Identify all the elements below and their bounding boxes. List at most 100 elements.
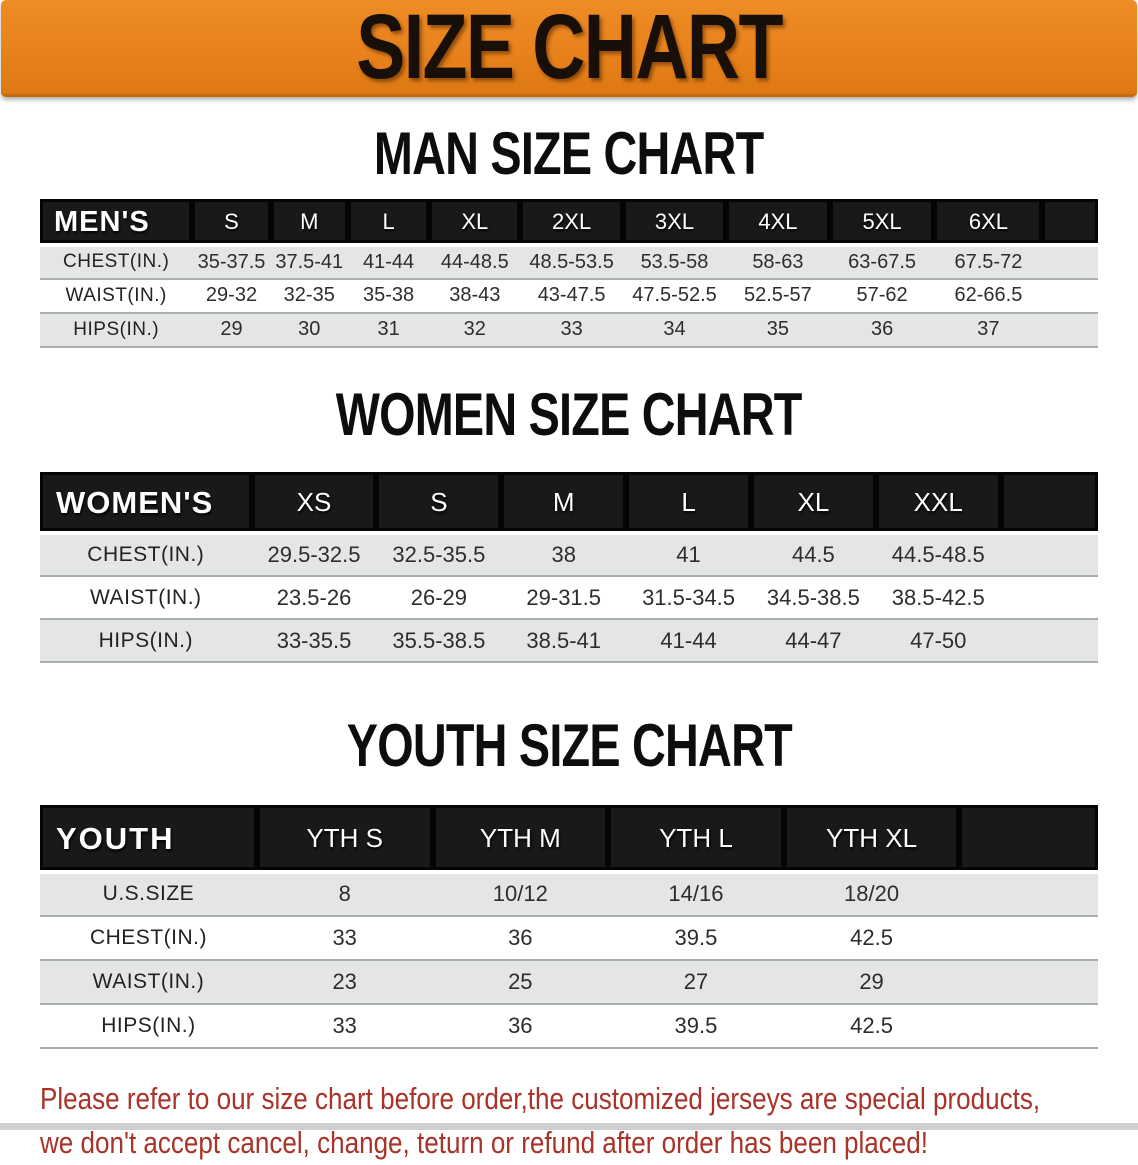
table-row: U.S.SIZE 8 10/12 14/16 18/20 — [40, 871, 1098, 917]
women-size-chart-heading-text: WOMEN SIZE CHART — [336, 380, 803, 448]
cell-value: 42.5 — [783, 915, 960, 961]
cell-value: 30 — [270, 312, 348, 348]
column-header: XXL — [875, 471, 1001, 535]
cell-value: 58-63 — [726, 244, 830, 280]
row-label: CHEST(IN.) — [40, 533, 252, 577]
cell-value: 44.5-48.5 — [875, 533, 1001, 577]
column-header: YTH M — [432, 805, 609, 874]
cell-value: 38-43 — [429, 278, 521, 314]
cell-value: 33 — [256, 915, 433, 961]
cell-value: 43-47.5 — [520, 278, 623, 314]
column-header: 5XL — [829, 199, 935, 247]
man-size-table-header-row: MEN'S S M L XL 2XL 3XL 4XL 5XL 6XL — [40, 199, 1098, 247]
cell-value: 8 — [256, 871, 433, 917]
cell-value: 18/20 — [783, 871, 960, 917]
cell-value: 35-38 — [347, 278, 430, 314]
cell-value: 47.5-52.5 — [622, 278, 727, 314]
column-header: 3XL — [622, 199, 727, 247]
column-header: 4XL — [726, 199, 830, 247]
cell-value: 33-35.5 — [251, 619, 377, 663]
cell-value: 35-37.5 — [192, 244, 271, 280]
header-filler — [1042, 199, 1098, 247]
corner-label: MEN'S — [40, 199, 193, 247]
column-header: YTH XL — [783, 805, 960, 874]
bottom-strip — [0, 1123, 1138, 1130]
cell-value: 36 — [432, 915, 609, 961]
cell-value: 23 — [256, 959, 433, 1005]
cell-value: 41-44 — [347, 244, 430, 280]
cell-value: 32-35 — [270, 278, 348, 314]
cell-value: 29.5-32.5 — [251, 533, 377, 577]
youth-size-chart-heading: YOUTH SIZE CHART — [0, 715, 1138, 777]
banner-title: SIZE CHART — [356, 0, 783, 98]
cell-value: 29 — [783, 959, 960, 1005]
row-label: CHEST(IN.) — [40, 244, 193, 280]
man-size-table: MEN'S S M L XL 2XL 3XL 4XL 5XL 6XL CHEST(IN.) 35-3… — [40, 199, 1098, 348]
cell-value: 35.5-38.5 — [376, 619, 502, 663]
column-header: M — [501, 471, 627, 535]
cell-value: 57-62 — [829, 278, 935, 314]
cell-value: 41 — [626, 533, 751, 577]
cell-value: 23.5-26 — [251, 576, 377, 620]
corner-label: YOUTH — [40, 805, 257, 874]
row-filler — [959, 959, 1098, 1005]
cell-value: 38.5-41 — [501, 619, 627, 663]
cell-value: 31 — [347, 312, 430, 348]
cell-value: 44-47 — [750, 619, 876, 663]
cell-value: 31.5-34.5 — [626, 576, 751, 620]
row-filler — [1042, 278, 1098, 314]
youth-size-chart-heading-text: YOUTH SIZE CHART — [346, 712, 792, 779]
women-size-table: WOMEN'S XS S M L XL XXL CHEST(IN.) 29.5-32.5 32.… — [40, 471, 1098, 663]
cell-value: 37.5-41 — [270, 244, 348, 280]
row-label: WAIST(IN.) — [40, 959, 257, 1005]
cell-value: 39.5 — [608, 1003, 784, 1049]
youth-size-table-header-row: YOUTH YTH S YTH M YTH L YTH XL — [40, 805, 1098, 874]
cell-value: 32.5-35.5 — [376, 533, 502, 577]
table-row: HIPS(IN.) 33 36 39.5 42.5 — [40, 1003, 1098, 1049]
cell-value: 33 — [256, 1003, 433, 1049]
cell-value: 63-67.5 — [829, 244, 935, 280]
man-size-chart-heading: MAN SIZE CHART — [0, 123, 1138, 185]
row-label: HIPS(IN.) — [40, 312, 193, 348]
cell-value: 33 — [520, 312, 623, 348]
table-row: CHEST(IN.) 33 36 39.5 42.5 — [40, 915, 1098, 961]
row-label: WAIST(IN.) — [40, 278, 193, 314]
disclaimer-text: Please refer to our size chart before or… — [40, 1077, 1041, 1165]
cell-value: 35 — [726, 312, 830, 348]
row-filler — [959, 871, 1098, 917]
cell-value: 52.5-57 — [726, 278, 830, 314]
cell-value: 44-48.5 — [429, 244, 521, 280]
cell-value: 37 — [934, 312, 1043, 348]
column-header: XS — [251, 471, 377, 535]
cell-value: 27 — [608, 959, 784, 1005]
cell-value: 38 — [501, 533, 627, 577]
youth-size-table: YOUTH YTH S YTH M YTH L YTH XL U.S.SIZE 8 10/1… — [40, 805, 1098, 1049]
cell-value: 10/12 — [432, 871, 609, 917]
table-row: HIPS(IN.) 29 30 31 32 33 34 35 36 37 — [40, 312, 1098, 348]
column-header: S — [376, 471, 502, 535]
row-label: CHEST(IN.) — [40, 915, 257, 961]
cell-value: 25 — [432, 959, 609, 1005]
women-size-table-header-row: WOMEN'S XS S M L XL XXL — [40, 471, 1098, 535]
row-filler — [1000, 619, 1098, 663]
table-row: WAIST(IN.) 23 25 27 29 — [40, 959, 1098, 1005]
row-filler — [1000, 533, 1098, 577]
man-size-chart-section: MAN SIZE CHART MEN'S S M L XL 2XL 3XL 4XL 5XL 6XL… — [0, 123, 1138, 348]
cell-value: 34 — [622, 312, 727, 348]
row-label: WAIST(IN.) — [40, 576, 252, 620]
cell-value: 32 — [429, 312, 521, 348]
youth-size-chart-section: YOUTH SIZE CHART YOUTH YTH S YTH M YTH L YTH… — [0, 715, 1138, 1049]
column-header: S — [192, 199, 271, 247]
row-filler — [959, 915, 1098, 961]
column-header: 2XL — [520, 199, 623, 247]
row-filler — [1000, 576, 1098, 620]
cell-value: 26-29 — [376, 576, 502, 620]
cell-value: 48.5-53.5 — [520, 244, 623, 280]
disclaimer-line-1: Please refer to our size chart before or… — [40, 1080, 1041, 1116]
column-header: L — [626, 471, 751, 535]
cell-value: 67.5-72 — [934, 244, 1043, 280]
column-header: YTH L — [608, 805, 784, 874]
women-size-chart-section: WOMEN SIZE CHART WOMEN'S XS S M L XL XXL CHEST… — [0, 380, 1138, 663]
cell-value: 29-31.5 — [501, 576, 627, 620]
cell-value: 39.5 — [608, 915, 784, 961]
